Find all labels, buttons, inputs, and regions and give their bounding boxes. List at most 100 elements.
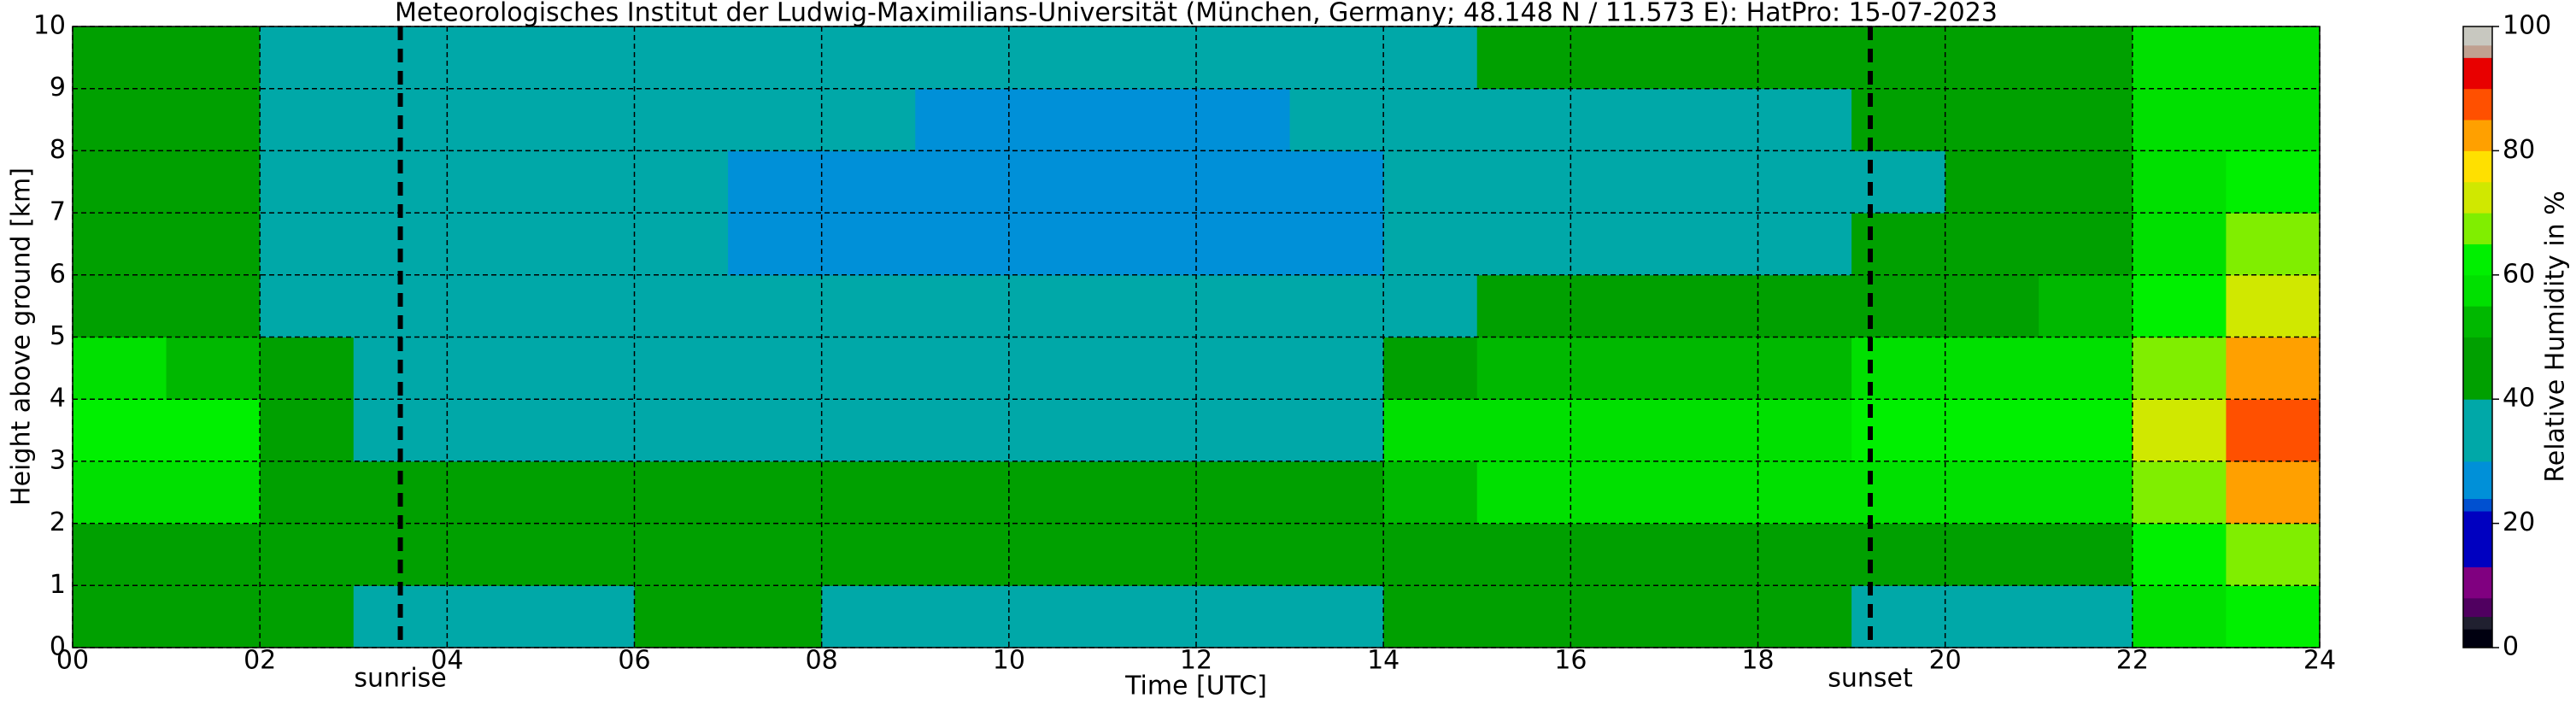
heatmap-cell xyxy=(728,274,823,337)
heatmap-cell xyxy=(1289,461,1384,525)
colorbar-segment xyxy=(2463,44,2492,58)
heatmap-cell xyxy=(821,337,916,400)
heatmap-cell xyxy=(634,399,729,462)
heatmap-cell xyxy=(2039,523,2133,586)
heatmap-cell xyxy=(728,337,823,400)
heatmap-cell xyxy=(1851,585,1946,648)
heatmap-cell xyxy=(540,274,635,337)
x-tick-label: 14 xyxy=(1367,646,1399,676)
heatmap-cell xyxy=(1945,399,2039,462)
heatmap-cell xyxy=(634,88,729,151)
x-tick-label: 12 xyxy=(1180,646,1212,676)
heatmap-cell xyxy=(1664,461,1758,525)
heatmap-cell xyxy=(2226,26,2321,90)
heatmap-cell xyxy=(2132,88,2227,151)
heatmap-cell xyxy=(821,88,916,151)
heatmap-cell xyxy=(353,461,448,525)
heatmap-cell xyxy=(1851,337,1946,400)
heatmap-cell xyxy=(1196,585,1291,648)
heatmap-cell xyxy=(634,26,729,90)
heatmap-cell xyxy=(1757,523,1852,586)
heatmap-cell xyxy=(2132,337,2227,400)
heatmap-cell xyxy=(1757,337,1852,400)
colorbar-segment xyxy=(2463,461,2492,500)
heatmap-cell xyxy=(1945,523,2039,586)
annotation-label: sunrise xyxy=(354,664,446,694)
heatmap-cell xyxy=(73,213,167,276)
heatmap-cell xyxy=(353,523,448,586)
heatmap-cell xyxy=(1851,150,1946,214)
heatmap-cell xyxy=(540,150,635,214)
x-tick-label: 02 xyxy=(244,646,276,676)
heatmap-cell xyxy=(1102,88,1197,151)
heatmap-cell xyxy=(2226,585,2321,648)
heatmap-cell xyxy=(634,461,729,525)
y-tick-label: 6 xyxy=(50,259,66,289)
colorbar-segment xyxy=(2463,150,2492,183)
heatmap-cell xyxy=(447,26,542,90)
heatmap-cell xyxy=(540,461,635,525)
heatmap-cell xyxy=(634,213,729,276)
heatmap-cell xyxy=(1383,337,1478,400)
heatmap-cell xyxy=(915,26,1010,90)
heatmap-cell xyxy=(1664,274,1758,337)
heatmap-cell xyxy=(2132,461,2227,525)
heatmap-cell xyxy=(1476,150,1571,214)
heatmap-cell xyxy=(821,461,916,525)
heatmap-cell xyxy=(1757,88,1852,151)
colorbar-segment xyxy=(2463,498,2492,512)
heatmap-cell xyxy=(1196,26,1291,90)
x-tick-label: 16 xyxy=(1554,646,1587,676)
heatmap-cell xyxy=(1383,88,1478,151)
heatmap-cell xyxy=(1289,523,1384,586)
heatmap-cell xyxy=(1945,213,2039,276)
colorbar-segment xyxy=(2463,213,2492,244)
heatmap-cell xyxy=(1851,399,1946,462)
heatmap-cell xyxy=(1851,213,1946,276)
heatmap-cell xyxy=(2039,26,2133,90)
heatmap-cell xyxy=(2132,26,2227,90)
heatmap-cell xyxy=(1008,585,1103,648)
heatmap-cell xyxy=(821,26,916,90)
y-axis-label: Height above ground [km] xyxy=(7,167,37,506)
x-tick-label: 08 xyxy=(806,646,838,676)
heatmap-cell xyxy=(1289,274,1384,337)
heatmap-cell xyxy=(73,523,167,586)
heatmap-cell xyxy=(447,461,542,525)
heatmap-cell xyxy=(260,26,355,90)
heatmap-cell xyxy=(2226,150,2321,214)
heatmap-cell xyxy=(1102,150,1197,214)
heatmap-cell xyxy=(1757,150,1852,214)
heatmap-cell xyxy=(1102,399,1197,462)
heatmap-cell xyxy=(1945,150,2039,214)
heatmap-cell xyxy=(1102,26,1197,90)
heatmap-cell xyxy=(1476,585,1571,648)
heatmap-cell xyxy=(447,88,542,151)
x-tick-label: 24 xyxy=(2303,646,2336,676)
heatmap-cell xyxy=(728,213,823,276)
heatmap-cell xyxy=(2039,88,2133,151)
chart-title: Meteorologisches Institut der Ludwig-Max… xyxy=(395,0,1998,28)
heatmap-cell xyxy=(821,213,916,276)
heatmap-cell xyxy=(1851,88,1946,151)
heatmap-cell xyxy=(260,150,355,214)
x-tick-label: 04 xyxy=(431,646,463,676)
colorbar-segment xyxy=(2463,57,2492,90)
colorbar-segment xyxy=(2463,399,2492,462)
y-tick-label: 8 xyxy=(50,135,66,165)
heatmap-cell xyxy=(166,150,261,214)
heatmap-cell xyxy=(915,274,1010,337)
colorbar-frame xyxy=(2462,26,2493,648)
heatmap-cell xyxy=(728,585,823,648)
colorbar-tick-label: 80 xyxy=(2503,135,2535,165)
heatmap-cell xyxy=(634,274,729,337)
heatmap-cell xyxy=(1383,213,1478,276)
heatmap-cell xyxy=(2226,213,2321,276)
colorbar-segment xyxy=(2463,566,2492,599)
y-tick-label: 2 xyxy=(50,507,66,537)
heatmap-cell xyxy=(73,26,167,90)
heatmap-cell xyxy=(166,337,261,400)
heatmap-cell xyxy=(1196,337,1291,400)
heatmap-cell xyxy=(260,88,355,151)
heatmap-cell xyxy=(1570,523,1665,586)
